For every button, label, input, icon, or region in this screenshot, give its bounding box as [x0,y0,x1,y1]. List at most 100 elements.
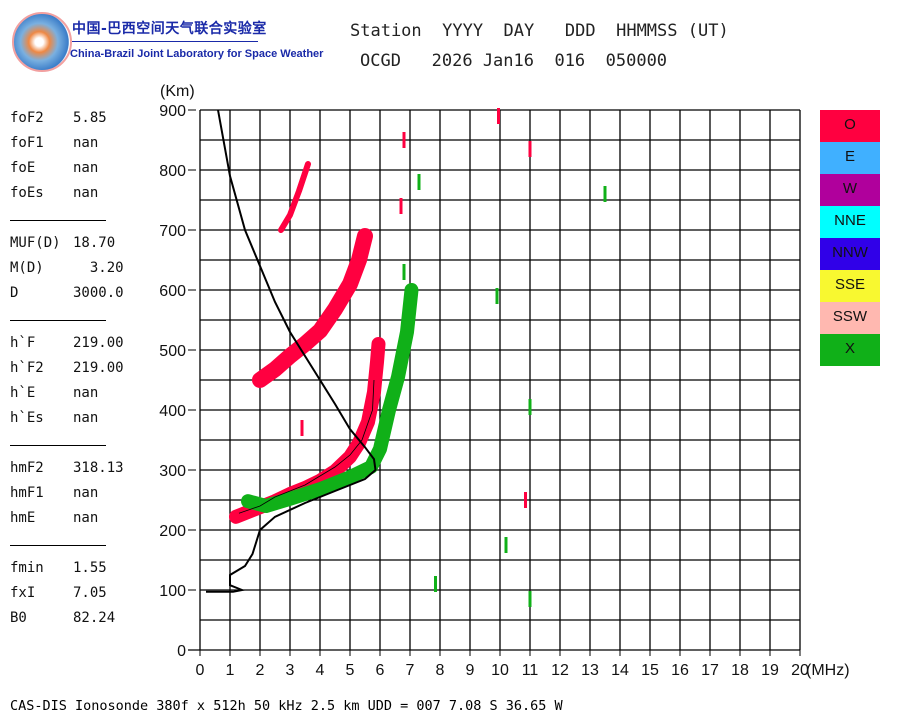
param-value: nan [73,510,99,526]
legend-item-e: E [820,142,880,174]
x-tick-label: 5 [346,662,355,679]
param-key: fxI [10,585,36,601]
param-separator [10,445,106,446]
param-value: nan [73,410,99,426]
param-key: hmF2 [10,460,44,476]
echo-spot [603,186,607,202]
param-key: MUF(D) [10,235,61,251]
param-row: hmF2 318.13 [10,460,130,476]
param-key: foF2 [10,110,44,126]
echo-spot [528,591,532,607]
header-values: OCGD 2026 Jan16 016 050000 [360,51,668,71]
x-tick-label: 4 [316,662,325,679]
param-value: 3000.0 [73,285,124,301]
echo-trace-3 [278,161,311,233]
echo-spot [524,492,527,508]
param-row: B0 82.24 [10,610,130,626]
echo-spot [417,174,421,190]
x-tick-label: 2 [256,662,265,679]
lab-logo [12,12,72,72]
param-key: fmin [10,560,44,576]
legend-item-sse: SSE [820,270,880,302]
x-tick-label: 3 [286,662,295,679]
x-tick-label: 20 [791,662,809,679]
x-tick-label: 13 [581,662,599,679]
footer-info: CAS-DIS Ionosonde 380f x 512h 50 kHz 2.5… [10,698,563,714]
param-row: hmE nan [10,510,130,526]
param-key: foEs [10,185,44,201]
lab-name-chinese: 中国-巴西空间天气联合实验室 [72,21,267,37]
param-row: foE nan [10,160,130,176]
param-value: 5.85 [73,110,107,126]
x-tick-label: 14 [611,662,629,679]
param-key: foF1 [10,135,44,151]
param-value: 7.05 [73,585,107,601]
legend-item-x: X [820,334,880,366]
x-tick-label: 19 [761,662,779,679]
echo-spot [434,576,437,592]
y-tick-label: 300 [159,463,186,480]
param-value: 219.00 [73,360,124,376]
param-separator [10,220,106,221]
lab-name-english: China-Brazil Joint Laboratory for Space … [70,48,324,60]
param-row: h`Es nan [10,410,130,426]
param-row: M(D) 3.20 [10,260,130,276]
echo-spot [399,198,403,214]
y-tick-label: 700 [159,223,186,240]
y-tick-label: 0 [177,643,186,660]
x-tick-label: 16 [671,662,689,679]
x-tick-label: 11 [522,662,539,679]
param-key: foE [10,160,36,176]
x-axis-label: (MHz) [806,662,850,679]
param-value: nan [73,185,99,201]
param-value: nan [73,160,99,176]
legend-item-o: O [820,110,880,142]
echo-spot [402,132,406,148]
echo-spot [402,264,406,280]
echo-trace-1 [241,283,419,513]
header-labels: Station YYYY DAY DDD HHMMSS (UT) [350,21,729,41]
param-separator [10,545,106,546]
param-key: B0 [10,610,27,626]
param-row: D 3000.0 [10,285,130,301]
y-tick-label: 100 [159,583,186,600]
y-tick-label: 800 [159,163,186,180]
logo-divider [72,41,258,42]
x-tick-label: 10 [491,662,509,679]
echo-spot [528,399,532,415]
x-tick-label: 15 [641,662,659,679]
x-tick-label: 0 [196,662,205,679]
param-value: 318.13 [73,460,124,476]
x-tick-label: 1 [226,662,235,679]
param-key: hmF1 [10,485,44,501]
echo-spot [528,141,532,157]
param-value: 82.24 [73,610,116,626]
param-row: h`E nan [10,385,130,401]
param-row: fmin 1.55 [10,560,130,576]
param-key: h`E [10,385,36,401]
echo-spot [504,537,508,553]
y-tick-label: 200 [159,523,186,540]
echo-spot [300,420,304,436]
param-value: 219.00 [73,335,124,351]
param-separator [10,320,106,321]
param-row: foF2 5.85 [10,110,130,126]
param-key: h`Es [10,410,44,426]
legend-item-w: W [820,174,880,206]
x-tick-label: 17 [701,662,719,679]
param-row: MUF(D) 18.70 [10,235,130,251]
param-row: foEs nan [10,185,130,201]
param-value: 18.70 [73,235,116,251]
y-axis-label: (Km) [160,83,195,100]
param-row: foF1 nan [10,135,130,151]
param-value: 1.55 [73,560,107,576]
y-tick-label: 600 [159,283,186,300]
param-row: fxI 7.05 [10,585,130,601]
legend-item-nne: NNE [820,206,880,238]
polarization-legend: O E W NNE NNW SSE SSW X [820,110,880,366]
x-tick-label: 7 [406,662,415,679]
legend-item-ssw: SSW [820,302,880,334]
param-value: 3.20 [73,260,124,276]
y-tick-label: 900 [159,103,186,120]
param-value: nan [73,135,99,151]
